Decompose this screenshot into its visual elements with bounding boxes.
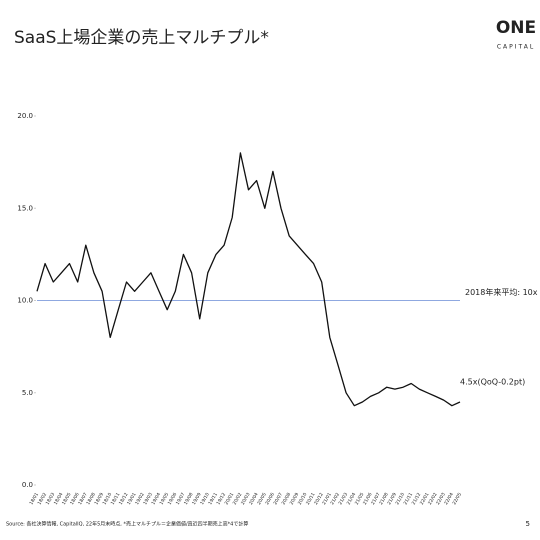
logo-sub: CAPITAL [497,44,535,51]
x-tick-label: 18/11 [110,492,122,506]
x-tick-label: 19/03 [142,492,154,506]
x-tick-label: 20/12 [313,492,325,506]
x-tick-label: 18/07 [77,492,89,506]
x-tick-label: 19/12 [215,492,227,506]
x-tick-label: 20/03 [240,492,252,506]
x-tick-label: 19/04 [150,492,162,506]
x-tick-label: 19/06 [167,492,179,506]
x-tick-label: 22/03 [435,492,447,506]
x-tick-label: 21/10 [394,492,406,506]
x-tick-label: 19/05 [159,492,171,506]
x-tick-label: 21/01 [321,492,333,506]
x-tick-label: 18/04 [53,492,65,506]
x-tick-label: 22/01 [419,492,431,506]
y-tick-label: 5.0 [22,389,33,397]
x-tick-label: 20/08 [281,492,293,506]
x-tick-label: 20/10 [297,492,309,506]
annotation: 4.5x(QoQ-0.2pt) [460,377,525,386]
x-tick-label: 21/02 [329,492,341,506]
x-tick-label: 19/10 [199,492,211,506]
x-tick-label: 20/07 [272,492,284,506]
logo: ONE [496,18,536,38]
x-tick-label: 18/08 [85,492,97,506]
x-tick-label: 18/03 [45,492,57,506]
x-tick-label: 21/03 [337,492,349,506]
chart-title: SaaS上場企業の売上マルチプル* [14,28,269,48]
y-tick-label: 10.0 [17,297,33,305]
x-tick-label: 20/06 [264,492,276,506]
x-tick-label: 21/05 [354,492,366,506]
x-tick-label: 18/12 [118,492,130,506]
reference-label: 2018年来平均: 10x [465,287,538,297]
x-tick-label: 21/08 [378,492,390,506]
x-tick-label: 22/05 [451,492,463,506]
x-tick-label: 18/02 [36,492,48,506]
x-tick-label: 22/02 [427,492,439,506]
x-tick-label: 21/09 [386,492,398,506]
x-tick-label: 20/01 [224,492,236,506]
x-tick-label: 21/07 [370,492,382,506]
x-tick-label: 19/01 [126,492,138,506]
x-tick-label: 20/11 [305,492,317,506]
y-tick-label: 20.0 [17,112,33,120]
line-series [36,152,461,407]
x-tick-label: 19/08 [183,492,195,506]
x-tick-label: 22/04 [443,492,455,506]
x-tick-label: 18/10 [102,492,114,506]
page-number: 5 [526,520,530,528]
x-tick-label: 21/04 [346,492,358,506]
y-tick-label: 15.0 [17,204,33,212]
x-tick-label: 20/02 [232,492,244,506]
x-tick-label: 18/06 [69,492,81,506]
x-tick-label: 18/05 [61,492,73,506]
x-tick-label: 19/07 [175,492,187,506]
x-tick-label: 21/06 [362,492,374,506]
source: Source: 各社決算情報, CapitalIQ, 22年5月末時点, *売上… [6,521,248,528]
x-tick-label: 20/04 [248,492,260,506]
x-tick-label: 18/01 [28,492,40,506]
y-tick-label: 0.0 [22,481,33,489]
x-tick-label: 19/09 [191,492,203,506]
x-tick-label: 19/11 [207,492,219,506]
x-tick-label: 20/05 [256,492,268,506]
x-tick-label: 21/11 [403,492,415,506]
x-tick-label: 20/09 [289,492,301,506]
x-tick-label: 21/12 [411,492,423,506]
x-tick-label: 19/02 [134,492,146,506]
x-tick-label: 18/09 [93,492,105,506]
